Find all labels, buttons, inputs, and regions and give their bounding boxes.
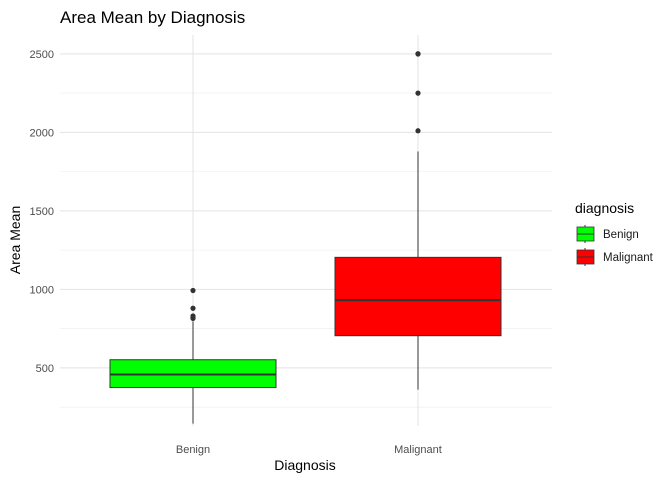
- y-axis-ticks: 500 1000 1500 2000 2500: [30, 49, 54, 375]
- outlier-point-benign: [190, 313, 196, 319]
- legend: diagnosis Benign Malignant: [575, 200, 654, 266]
- outlier-point-malignant: [415, 51, 421, 57]
- chart-title: Area Mean by Diagnosis: [60, 8, 245, 27]
- outlier-point-benign: [190, 305, 196, 311]
- x-axis-title: Diagnosis: [274, 457, 335, 473]
- legend-title: diagnosis: [575, 200, 634, 216]
- boxplot-boxes: [109, 51, 502, 424]
- y-tick-label: 1500: [30, 206, 54, 218]
- outlier-point-malignant: [415, 90, 421, 96]
- outlier-point-malignant: [415, 128, 421, 134]
- legend-label-benign: Benign: [603, 229, 639, 241]
- x-axis-ticks: Benign Malignant: [176, 444, 442, 456]
- legend-item-malignant: Malignant: [576, 248, 654, 266]
- box-malignant: [334, 256, 502, 337]
- legend-label-malignant: Malignant: [603, 252, 654, 264]
- y-tick-label: 2000: [30, 127, 54, 139]
- y-axis-title: Area Mean: [7, 206, 23, 274]
- x-tick-label: Malignant: [394, 444, 442, 456]
- x-tick-label: Benign: [176, 444, 210, 456]
- y-tick-label: 1000: [30, 284, 54, 296]
- y-tick-label: 2500: [30, 49, 54, 61]
- legend-item-benign: Benign: [576, 225, 639, 243]
- y-tick-label: 500: [36, 363, 54, 375]
- outlier-point-benign: [190, 287, 196, 294]
